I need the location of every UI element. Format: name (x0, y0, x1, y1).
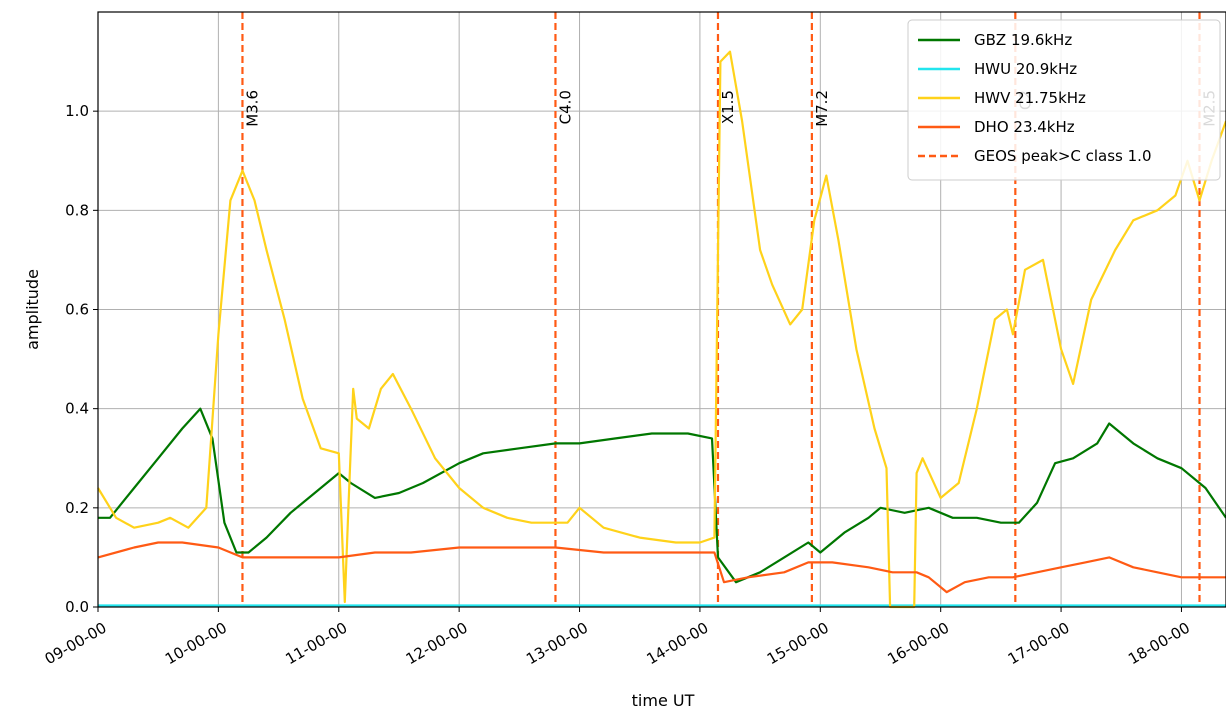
legend: GBZ 19.6kHz HWU 20.9kHz HWV 21.75kHz DHO 23… (907, 19, 1221, 181)
x-tick-label: 16-00-00 (884, 619, 952, 669)
x-tick-label: 18-00-00 (1125, 619, 1193, 669)
x-tick-label: 15-00-00 (764, 619, 832, 669)
series-hwv-line (97, 50, 1226, 609)
legend-label: HWV 21.75kHz (974, 89, 1086, 107)
x-tick-label: 09-00-00 (42, 619, 110, 669)
x-tick-label: 13-00-00 (523, 619, 591, 669)
legend-label: HWU 20.9kHz (974, 60, 1077, 78)
x-tick-label: 17-00-00 (1005, 619, 1073, 669)
x-tick-label: 14-00-00 (644, 619, 712, 669)
x-tick-label: 10-00-00 (162, 619, 230, 669)
flare-label: C4.0 (556, 90, 574, 124)
flare-label: M7.2 (813, 90, 831, 127)
y-tick-label: 0.4 (65, 400, 89, 418)
y-tick-label: 0.0 (65, 598, 89, 616)
series-gbz-line (98, 407, 1226, 584)
x-tick-label: 11-00-00 (282, 619, 350, 669)
x-tick-label: 12-00-00 (403, 619, 471, 669)
y-tick-label: 0.2 (65, 499, 89, 517)
y-axis-label: amplitude (23, 269, 42, 350)
y-tick-label: 1.0 (65, 102, 89, 120)
x-axis-label: time UT (632, 691, 695, 710)
legend-label: GEOS peak>C class 1.0 (974, 147, 1152, 165)
legend-box (907, 19, 1221, 181)
y-tick-label: 0.6 (65, 301, 89, 319)
flare-label: M3.6 (243, 90, 261, 127)
flare-label: X1.5 (719, 90, 737, 124)
series-dho-line (97, 541, 1226, 594)
legend-label: DHO 23.4kHz (974, 118, 1075, 136)
y-tick-label: 0.8 (65, 201, 89, 219)
legend-label: GBZ 19.6kHz (974, 31, 1072, 49)
series-lines (97, 50, 1226, 609)
